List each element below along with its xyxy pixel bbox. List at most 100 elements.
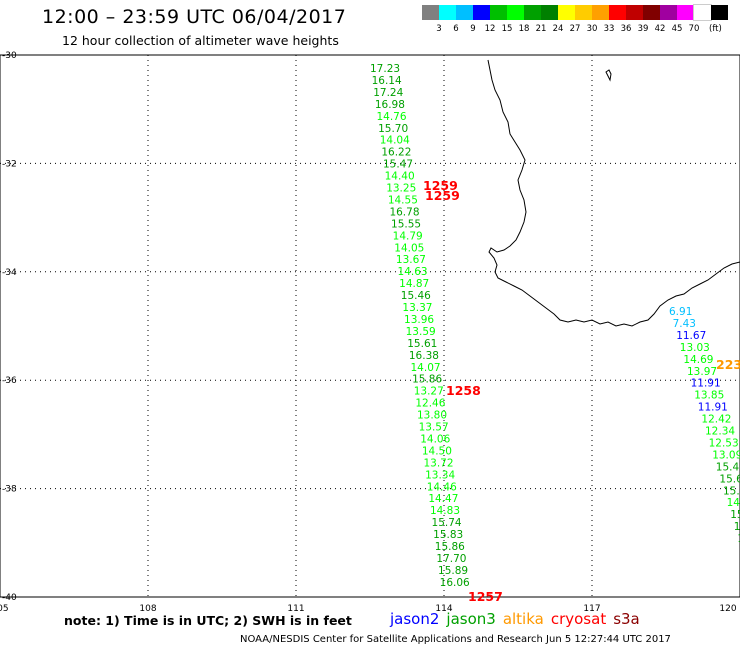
wave-height-label: 16.98 (375, 99, 405, 111)
scale-label: 30 (586, 24, 598, 34)
wave-height-label: 14.04 (380, 135, 410, 147)
map-subtitle: 12 hour collection of altimeter wave hei… (62, 33, 339, 48)
legend-jason3: jason3 (446, 610, 496, 628)
lat-label: -38 (2, 485, 17, 495)
lat-label: -32 (2, 159, 17, 169)
scale-swatch (575, 5, 592, 20)
legend-altika: altika (502, 610, 544, 628)
wave-height-label: 15.53 (723, 485, 740, 497)
pass-time-label: 1257 (468, 589, 503, 604)
scale-swatch (693, 4, 712, 21)
wave-height-label: 11.91 (691, 378, 721, 390)
wave-height-label: 13.37 (402, 302, 432, 314)
wave-height-label: 14.55 (388, 194, 418, 206)
wave-height-label: 12.34 (705, 426, 735, 438)
wave-height-label: 16.22 (381, 147, 411, 159)
wave-height-label: 13.85 (694, 390, 724, 402)
wave-height-label: 6.91 (669, 306, 692, 318)
lat-label: -40 (2, 593, 17, 603)
scale-swatch (609, 5, 626, 20)
scale-label: 36 (620, 24, 632, 34)
wave-height-label: 15.47 (383, 159, 413, 171)
scale-label: 39 (637, 24, 649, 34)
scale-label: 27 (569, 24, 581, 34)
scale-label: 21 (535, 24, 547, 34)
scale-swatch (524, 5, 541, 20)
wave-height-label: 13.67 (396, 254, 426, 266)
wave-height-label: 15.47 (716, 461, 740, 473)
wave-height-label: 17.70 (436, 553, 466, 565)
wave-height-label: 13.59 (406, 326, 436, 338)
jason3-track: 17.2316.1417.2416.9814.7615.7014.0416.22… (370, 63, 470, 589)
scale-swatch (677, 5, 694, 20)
scale-swatch (439, 5, 456, 20)
lat-label: -34 (2, 268, 17, 278)
wave-height-label: 15.74 (432, 517, 462, 529)
scale-swatch (711, 5, 728, 20)
wave-height-label: 14.07 (411, 362, 441, 374)
graticule-grid (0, 55, 740, 597)
wave-height-label: 14.79 (393, 230, 423, 242)
wave-height-label: 15.89 (438, 565, 468, 577)
wave-height-label: 12.46 (415, 398, 445, 410)
wave-height-label: 15.68 (719, 473, 740, 485)
wave-height-label: 16.06 (440, 577, 470, 589)
scale-swatch (643, 5, 660, 20)
scale-unit: (ft) (709, 24, 722, 34)
wave-height-label: 15.61 (407, 338, 437, 350)
wave-height-label: 16 (734, 521, 740, 533)
satellite-legend: jason2 jason3 altika cryosat s3a (390, 610, 647, 628)
wave-height-label: 14.47 (428, 493, 458, 505)
wave-height-label: 14.05 (394, 242, 424, 254)
scale-label: 9 (470, 24, 476, 34)
scale-label: 18 (518, 24, 530, 34)
scale-swatch (626, 5, 643, 20)
wave-height-label: 11.67 (676, 330, 706, 342)
scale-swatch (660, 5, 677, 20)
pass-time-label: 1259 (425, 188, 460, 203)
wave-height-label: 14.6 (727, 497, 740, 509)
credit-line: NOAA/NESDIS Center for Satellite Applica… (240, 634, 671, 645)
jason3-east-track: 6.917.4311.6713.0314.6913.9711.9113.8511… (669, 306, 740, 545)
wave-height-label: 13.27 (414, 386, 444, 398)
lon-label: 105 (0, 604, 9, 614)
scale-swatch (541, 5, 558, 20)
wave-height-label: 17.23 (370, 63, 400, 75)
scale-label: 45 (671, 24, 683, 34)
wave-height-label: 14.69 (683, 354, 713, 366)
scale-label: 6 (453, 24, 459, 34)
wave-height-label: 14.50 (422, 445, 452, 457)
wave-height-label: 15.83 (433, 529, 463, 541)
scale-swatch (507, 5, 524, 20)
wave-height-label: 12.42 (701, 414, 731, 426)
scale-label: 12 (484, 24, 496, 34)
wave-height-label: 16.78 (389, 206, 419, 218)
scale-label: 15 (501, 24, 513, 34)
wave-height-label: 13.97 (687, 366, 717, 378)
pass-time-label: 1259 (423, 178, 458, 193)
scale-label: 3 (436, 24, 442, 34)
wave-height-label: 13.96 (404, 314, 434, 326)
lat-label: -36 (2, 376, 17, 386)
wave-height-label: 13.57 (419, 422, 449, 434)
wave-height-label: 15.55 (391, 218, 421, 230)
wave-height-label: 15.70 (378, 123, 408, 135)
pass-time-label: 1258 (446, 383, 481, 398)
wave-height-label: 1 (737, 533, 740, 545)
wave-height-label: 11.91 (698, 402, 728, 414)
wave-height-label: 15. (730, 509, 740, 521)
axis-labels: -30 -32 -34 -36 -38 -40105 108 111 114 117 120 (0, 51, 737, 614)
wave-height-label: 14.87 (399, 278, 429, 290)
wave-height-label: 12.53 (709, 437, 739, 449)
wave-height-label: 13.34 (425, 469, 455, 481)
lon-label: 111 (287, 604, 304, 614)
map-frame (0, 54, 740, 598)
scale-swatch (592, 5, 609, 20)
wave-height-label: 14.40 (385, 171, 415, 183)
scale-swatch (422, 5, 439, 20)
wave-height-label: 14.63 (398, 266, 428, 278)
wave-height-label: 14.83 (430, 505, 460, 517)
lon-label: 108 (139, 604, 156, 614)
wave-height-label: 13.25 (386, 183, 416, 195)
